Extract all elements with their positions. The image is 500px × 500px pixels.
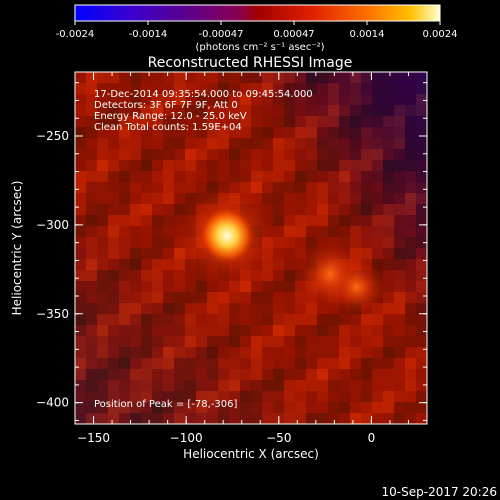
y-tick-label: −400 bbox=[36, 396, 69, 410]
x-tick-label: −50 bbox=[266, 431, 291, 445]
colorbar-tick-label: 0.0024 bbox=[423, 29, 458, 40]
footer-timestamp: 10-Sep-2017 20:26 bbox=[382, 485, 497, 499]
heatmap-image bbox=[75, 72, 427, 424]
info-annotations: 17-Dec-2014 09:35:54.000 to 09:45:54.000… bbox=[94, 89, 313, 133]
peak-position-label: Position of Peak = [-78,-306] bbox=[94, 399, 238, 410]
x-axis-label: Heliocentric X (arcsec) bbox=[183, 447, 319, 461]
annotation-detectors: Detectors: 3F 6F 7F 9F, Att 0 bbox=[94, 100, 238, 111]
y-axis: −250 −300 −350 −400 bbox=[36, 82, 427, 421]
annotation-time-range: 17-Dec-2014 09:35:54.000 to 09:45:54.000 bbox=[94, 89, 313, 100]
y-tick-label: −250 bbox=[36, 129, 69, 143]
y-tick-label: −350 bbox=[36, 307, 69, 321]
colorbar-tick-label: 0.0014 bbox=[350, 29, 385, 40]
colorbar-unit-label: (photons cm⁻² s⁻¹ asec⁻²) bbox=[195, 42, 324, 53]
y-tick-label: −300 bbox=[36, 218, 69, 232]
x-axis: −150 −100 −50 0 bbox=[74, 72, 428, 445]
annotation-clean-counts: Clean Total counts: 1.59E+04 bbox=[94, 122, 242, 133]
colorbar-tick-label: -0.0014 bbox=[129, 29, 168, 40]
x-tick-label: −100 bbox=[170, 431, 203, 445]
source-blob bbox=[340, 270, 374, 305]
colorbar bbox=[74, 4, 441, 22]
colorbar-tick-label: -0.00047 bbox=[199, 29, 244, 40]
x-tick-label: 0 bbox=[368, 431, 376, 445]
source-blob bbox=[198, 206, 256, 265]
y-axis-label: Heliocentric Y (arcsec) bbox=[10, 181, 24, 316]
x-tick-label: −150 bbox=[77, 431, 110, 445]
annotation-energy-range: Energy Range: 12.0 - 25.0 keV bbox=[94, 111, 247, 122]
colorbar-tick-label: -0.0024 bbox=[56, 29, 95, 40]
plot-frame bbox=[74, 71, 428, 425]
colorbar-tick-label: 0.00047 bbox=[273, 29, 314, 40]
colorbar-ticks: -0.0024 -0.0014 -0.00047 0.00047 0.0014 0.002… bbox=[56, 21, 458, 40]
chart-title: Reconstructed RHESSI Image bbox=[148, 55, 353, 71]
